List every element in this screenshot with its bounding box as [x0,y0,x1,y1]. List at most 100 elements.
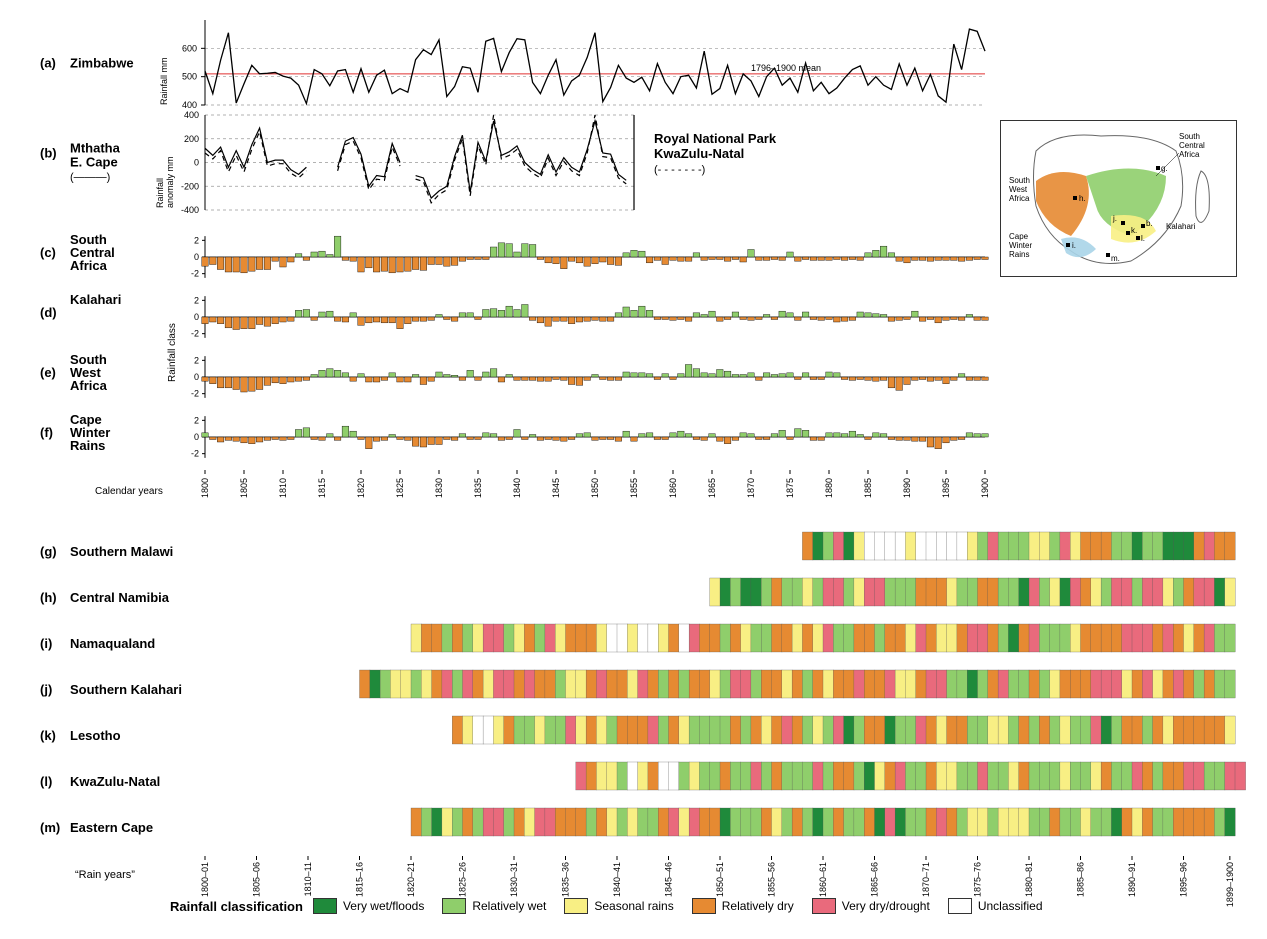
strip-cell [514,716,525,744]
strip-cell [658,624,669,652]
strip-cell [504,624,515,652]
strip-cell [1070,808,1081,836]
strip-cell [1111,670,1122,698]
strip-cell [1091,578,1102,606]
strip-cell [895,624,906,652]
svg-text:m.: m. [1111,254,1120,263]
strip-cell [1235,762,1246,790]
strip-cell [936,808,947,836]
strip-cell [751,624,762,652]
strip-cell [1163,532,1174,560]
strip-cell [802,762,813,790]
strip-cell [864,578,875,606]
strip-cell [607,624,618,652]
strip-cell [751,808,762,836]
strip-cell [947,716,958,744]
svg-text:Mthatha: Mthatha [70,141,121,156]
strip-cell [493,808,504,836]
strip-cell [998,716,1009,744]
svg-text:600: 600 [182,43,197,53]
strip-cell [555,624,566,652]
svg-text:200: 200 [184,134,199,144]
strip-cell [679,762,690,790]
strip-cell [1070,624,1081,652]
strip-cell [978,808,989,836]
strip-cell [1163,762,1174,790]
svg-text:West: West [1009,185,1028,194]
svg-text:1870–71: 1870–71 [921,862,931,897]
strip-cell [895,716,906,744]
svg-text:(a): (a) [40,56,56,71]
strip-cell [1173,808,1184,836]
strip-cell [1225,716,1236,744]
strip-cell [844,716,855,744]
strip-cell [1081,716,1092,744]
svg-text:1805: 1805 [239,478,249,498]
strip-cell [967,624,978,652]
strip-cell [926,624,937,652]
strip-cell [978,670,989,698]
strip-cell [1214,578,1225,606]
strip-cell [864,808,875,836]
strip-cell [947,762,958,790]
strip-cell [627,624,638,652]
strip-cell [1184,532,1195,560]
svg-text:Cape: Cape [1009,232,1029,241]
svg-text:1870: 1870 [746,478,756,498]
strip-cell [586,762,597,790]
strip-cell [936,762,947,790]
strip-cell [802,670,813,698]
strip-cell [1060,624,1071,652]
strip-cell [679,808,690,836]
svg-text:Rainfall: Rainfall [155,178,165,208]
strip-cell [1163,716,1174,744]
strip-cell [875,624,886,652]
strip-cell [802,716,813,744]
strip-cell [669,670,680,698]
strip-cell [1029,624,1040,652]
strip-cell [710,670,721,698]
strip-cell [1050,532,1061,560]
strip-cell [596,624,607,652]
svg-text:1895–96: 1895–96 [1179,862,1189,897]
strip-cell [504,670,515,698]
strip-cell [802,624,813,652]
strip-cell [947,808,958,836]
strip-cell [483,624,494,652]
strip-cell [1008,808,1019,836]
svg-text:Namaqualand: Namaqualand [70,636,155,651]
strip-cell [926,716,937,744]
strip-cell [1153,532,1164,560]
svg-text:1845–46: 1845–46 [664,862,674,897]
strip-cell [607,670,618,698]
svg-text:1890: 1890 [902,478,912,498]
strip-cell [1153,808,1164,836]
strip-cell [875,762,886,790]
strip-cell [741,716,752,744]
strip-cell [689,670,700,698]
strip-cell [576,808,587,836]
strip-cell [947,624,958,652]
strip-cell [730,808,741,836]
strip-cell [957,532,968,560]
strip-cell [730,670,741,698]
strip-cell [936,624,947,652]
strip-cell [1194,670,1205,698]
strip-cell [689,762,700,790]
strip-cell [483,716,494,744]
strip-cell [998,624,1009,652]
strip-cell [947,578,958,606]
strip-cell [895,670,906,698]
strip-cell [1153,762,1164,790]
strip-cell [627,670,638,698]
strip-cell [833,716,844,744]
svg-text:Southern Malawi: Southern Malawi [70,544,173,559]
strip-cell [823,624,834,652]
strip-cell [576,624,587,652]
svg-text:(m): (m) [40,820,60,835]
strip-cell [617,762,628,790]
svg-text:1820–21: 1820–21 [406,862,416,897]
svg-text:Calendar years: Calendar years [95,486,163,497]
strip-cell [998,762,1009,790]
svg-text:1825: 1825 [395,478,405,498]
